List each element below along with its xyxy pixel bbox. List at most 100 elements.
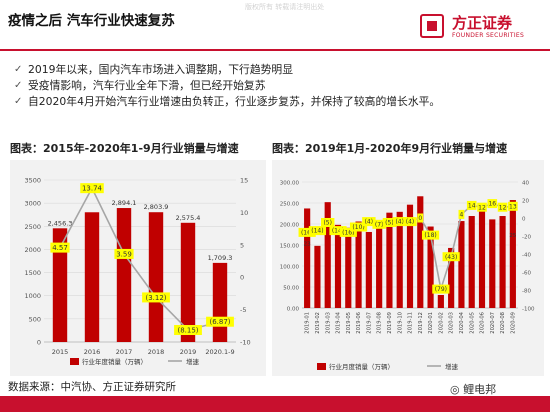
x-tick-label: 2019-12	[418, 312, 424, 334]
y-tick-label: 50.00	[283, 286, 299, 292]
x-tick-label: 2020.1-9	[205, 348, 234, 356]
bar	[396, 211, 403, 308]
bar-value-label: 2,803.9	[144, 203, 169, 211]
y-tick-label: 500	[29, 315, 41, 323]
chart2-panel: 0.00 50.00 100.00 150.00 200.00 250.00 300.00 -…	[272, 160, 544, 376]
bar-value-label: 2,894.1	[112, 199, 137, 207]
y2-tick-label: 20	[522, 199, 529, 205]
growth-value-label: (43)	[445, 254, 457, 261]
growth-value-label: (79)	[435, 286, 447, 293]
chart1-panel: 0 500 1000 1500 2000 2500 3000 3500 -10 -5 0 5 10 15 2…	[10, 160, 266, 376]
growth-label-bg	[442, 252, 460, 262]
bullet-text: 自2020年4月开始汽车行业增速由负转正，行业逐步复苏，并保持了较高的增长水平。	[28, 95, 441, 108]
bar	[386, 212, 393, 308]
wechat-label: 鲤电邦	[463, 383, 497, 396]
bar-value-label: 1,709.3	[208, 254, 233, 262]
growth-label-bg	[508, 201, 518, 211]
growth-value-label: (7)	[375, 221, 384, 228]
growth-value-label: (18)	[424, 232, 436, 239]
growth-label-bg	[421, 230, 440, 240]
bar	[437, 294, 444, 308]
y-tick-label: 100.00	[280, 265, 300, 271]
growth-label-bg	[321, 218, 335, 227]
x-tick-label: 2019-04	[336, 311, 342, 333]
y2-tick-label: 0	[240, 274, 244, 282]
x-tick-label: 2019-03	[325, 312, 331, 334]
bar	[314, 245, 321, 308]
growth-label-bg	[432, 284, 450, 294]
bar	[116, 208, 132, 342]
x-tick-label: 2019-01	[305, 312, 311, 334]
source-note: 数据来源：中汽协、方正证券研究所	[8, 381, 176, 393]
growth-label-bg	[329, 226, 347, 236]
logo-icon	[420, 14, 444, 38]
bullet-text: 受疫情影响，汽车行业全年下滑，但已经开始复苏	[28, 79, 266, 92]
y2-tick-label: -5	[240, 306, 246, 314]
x-tick-label: 2020-09	[510, 312, 516, 334]
growth-value-label: 0	[418, 215, 422, 222]
bar	[345, 227, 352, 308]
x-tick-label: 2020-06	[480, 312, 486, 334]
bullet-item: ✓ 2019年以来，国内汽车市场进入调整期，下行趋势明显	[14, 62, 440, 78]
growth-label-bg	[114, 248, 134, 259]
y2-tick-label: -20	[522, 235, 531, 241]
x-tick-label: 2019-02	[315, 312, 321, 334]
growth-label-bg	[393, 217, 407, 227]
wechat-icon: ◎	[450, 383, 464, 396]
bar-value-label: 2,575.4	[176, 214, 201, 222]
bar	[468, 216, 475, 308]
bullet-list: ✓ 2019年以来，国内汽车市场进入调整期，下行趋势明显 ✓ 受疫情影响，汽车行业全…	[14, 62, 440, 110]
bar-value-label: 25	[509, 233, 516, 239]
x-tick-label: 2019-09	[387, 312, 393, 334]
growth-label-bg	[80, 183, 104, 194]
x-tick-label: 2019	[180, 348, 197, 356]
x-tick-label: 2019-05	[346, 312, 352, 334]
growth-value-label: 13.74	[82, 185, 103, 193]
growth-value-label: (6.87)	[209, 318, 230, 326]
chart1-caption: 图表：2015年-2020年1-9月行业销量与增速	[10, 142, 239, 155]
growth-label-bg	[308, 226, 327, 236]
y-tick-label: 2000	[24, 246, 41, 254]
x-tick-label: 2018	[148, 348, 165, 356]
y-tick-label: 1500	[24, 269, 41, 277]
growth-label-bg	[497, 202, 508, 212]
bar	[427, 226, 434, 308]
y-tick-label: 1000	[24, 292, 41, 300]
bar	[355, 221, 362, 308]
growth-label-bg	[372, 219, 386, 229]
page-title: 疫情之后 汽车行业快速复苏	[8, 13, 175, 29]
x-tick-label: 2019-08	[377, 312, 383, 334]
check-icon: ✓	[14, 64, 23, 75]
growth-label-bg	[298, 227, 316, 237]
wechat-badge: ◎ 鲤电邦	[450, 381, 496, 397]
growth-value-label: (4)	[395, 219, 404, 226]
x-tick-label: 2020-02	[438, 312, 444, 334]
growth-label-bg	[349, 222, 368, 232]
growth-value-label: 12	[499, 204, 507, 211]
bar	[417, 196, 424, 308]
y-tick-label: 200.00	[280, 223, 300, 229]
growth-label-bg	[403, 217, 417, 227]
bar	[324, 202, 331, 308]
bar	[406, 204, 414, 308]
x-tick-label: 2020-05	[469, 312, 475, 334]
growth-value-label: (5)	[323, 220, 332, 227]
bar-value-label: 2,456.3	[48, 219, 73, 227]
legend-bar-label: 行业月度销量（万辆）	[329, 362, 394, 371]
growth-label-bg	[362, 217, 376, 227]
bar	[509, 200, 516, 308]
growth-label-bg	[174, 325, 202, 336]
y2-tick-label: 40	[522, 181, 529, 187]
y-tick-label: 300.00	[280, 181, 300, 187]
footer-bar	[0, 396, 550, 412]
x-tick-label: 2015	[52, 348, 69, 356]
bar	[180, 222, 196, 342]
bar	[478, 211, 486, 308]
growth-label-bg	[142, 292, 170, 303]
logo-subtext: FOUNDER SECURITIES	[452, 32, 525, 39]
growth-label-bg	[417, 213, 424, 223]
x-tick-label: 2017	[116, 348, 133, 356]
x-tick-label: 2020-08	[500, 312, 506, 334]
bar	[84, 212, 100, 342]
growth-line	[59, 186, 221, 331]
